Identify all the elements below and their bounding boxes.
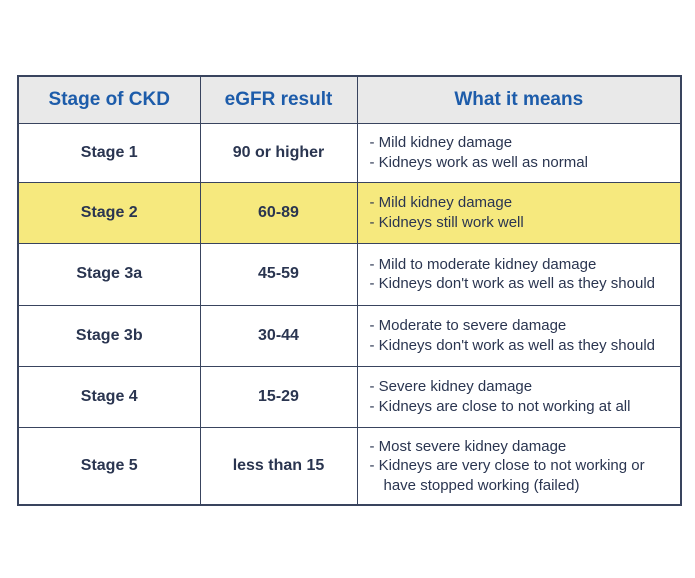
- meaning-bullet: - Kidneys still work well: [369, 213, 524, 231]
- table-row: Stage 5 less than 15 - Most severe kidne…: [17, 426, 682, 506]
- meaning-bullet: - Mild to moderate kidney damage: [369, 255, 597, 273]
- column-header-egfr: eGFR result: [199, 75, 358, 124]
- egfr-cell: 60-89: [199, 181, 358, 244]
- table-header: Stage of CKD eGFR result What it means: [17, 75, 682, 124]
- meaning-cell: - Moderate to severe damage - Kidneys don…: [356, 304, 682, 367]
- meaning-cell: - Mild kidney damage - Kidneys still work…: [356, 181, 682, 244]
- table-row: Stage 2 60-89 - Mild kidney damage - Kidn…: [17, 181, 682, 244]
- meaning-cell: - Mild kidney damage - Kidneys work as we…: [356, 122, 682, 183]
- stage-cell: Stage 2: [17, 181, 201, 244]
- meaning-bullet: - Kidneys are very close to not working …: [369, 457, 645, 494]
- meaning-bullet: - Kidneys work as well as normal: [369, 153, 588, 171]
- meaning-cell: - Severe kidney damage - Kidneys are clos…: [356, 365, 682, 428]
- stage-cell: Stage 1: [17, 122, 201, 183]
- stage-cell: Stage 5: [17, 426, 201, 506]
- egfr-cell: 30-44: [199, 304, 358, 367]
- stage-cell: Stage 3a: [17, 242, 201, 306]
- table-row: Stage 3a 45-59 - Mild to moderate kidney…: [17, 242, 682, 306]
- table-row: Stage 4 15-29 - Severe kidney damage - Ki…: [17, 365, 682, 428]
- meaning-cell: - Mild to moderate kidney damage - Kidney…: [356, 242, 682, 306]
- egfr-cell: 45-59: [199, 242, 358, 306]
- meaning-bullet: - Kidneys don't work as well as they sho…: [369, 275, 656, 292]
- meaning-bullet: - Kidneys don't work as well as they sho…: [369, 336, 656, 354]
- table-row: Stage 1 90 or higher - Mild kidney damag…: [17, 122, 682, 183]
- meaning-bullet: - Kidneys are close to not working at al…: [369, 397, 631, 415]
- meaning-bullet: - Moderate to severe damage: [369, 317, 567, 334]
- egfr-cell: 90 or higher: [199, 122, 358, 183]
- header-row: Stage of CKD eGFR result What it means: [17, 75, 682, 124]
- stage-cell: Stage 4: [17, 365, 201, 428]
- ckd-stages-table-container: Stage of CKD eGFR result What it means S…: [17, 75, 682, 506]
- egfr-cell: 15-29: [199, 365, 358, 428]
- column-header-stage: Stage of CKD: [17, 75, 201, 124]
- egfr-cell: less than 15: [199, 426, 358, 506]
- ckd-stages-table: Stage of CKD eGFR result What it means S…: [17, 75, 682, 506]
- column-header-meaning: What it means: [356, 75, 682, 124]
- table-row: Stage 3b 30-44 - Moderate to severe dama…: [17, 304, 682, 367]
- stage-cell: Stage 3b: [17, 304, 201, 367]
- meaning-bullet: - Most severe kidney damage: [369, 437, 567, 455]
- table-body: Stage 1 90 or higher - Mild kidney damag…: [17, 122, 682, 506]
- meaning-bullet: - Severe kidney damage: [369, 378, 533, 395]
- meaning-cell: - Most severe kidney damage - Kidneys are…: [356, 426, 682, 506]
- meaning-bullet: - Mild kidney damage: [369, 134, 513, 151]
- meaning-bullet: - Mild kidney damage: [369, 194, 513, 211]
